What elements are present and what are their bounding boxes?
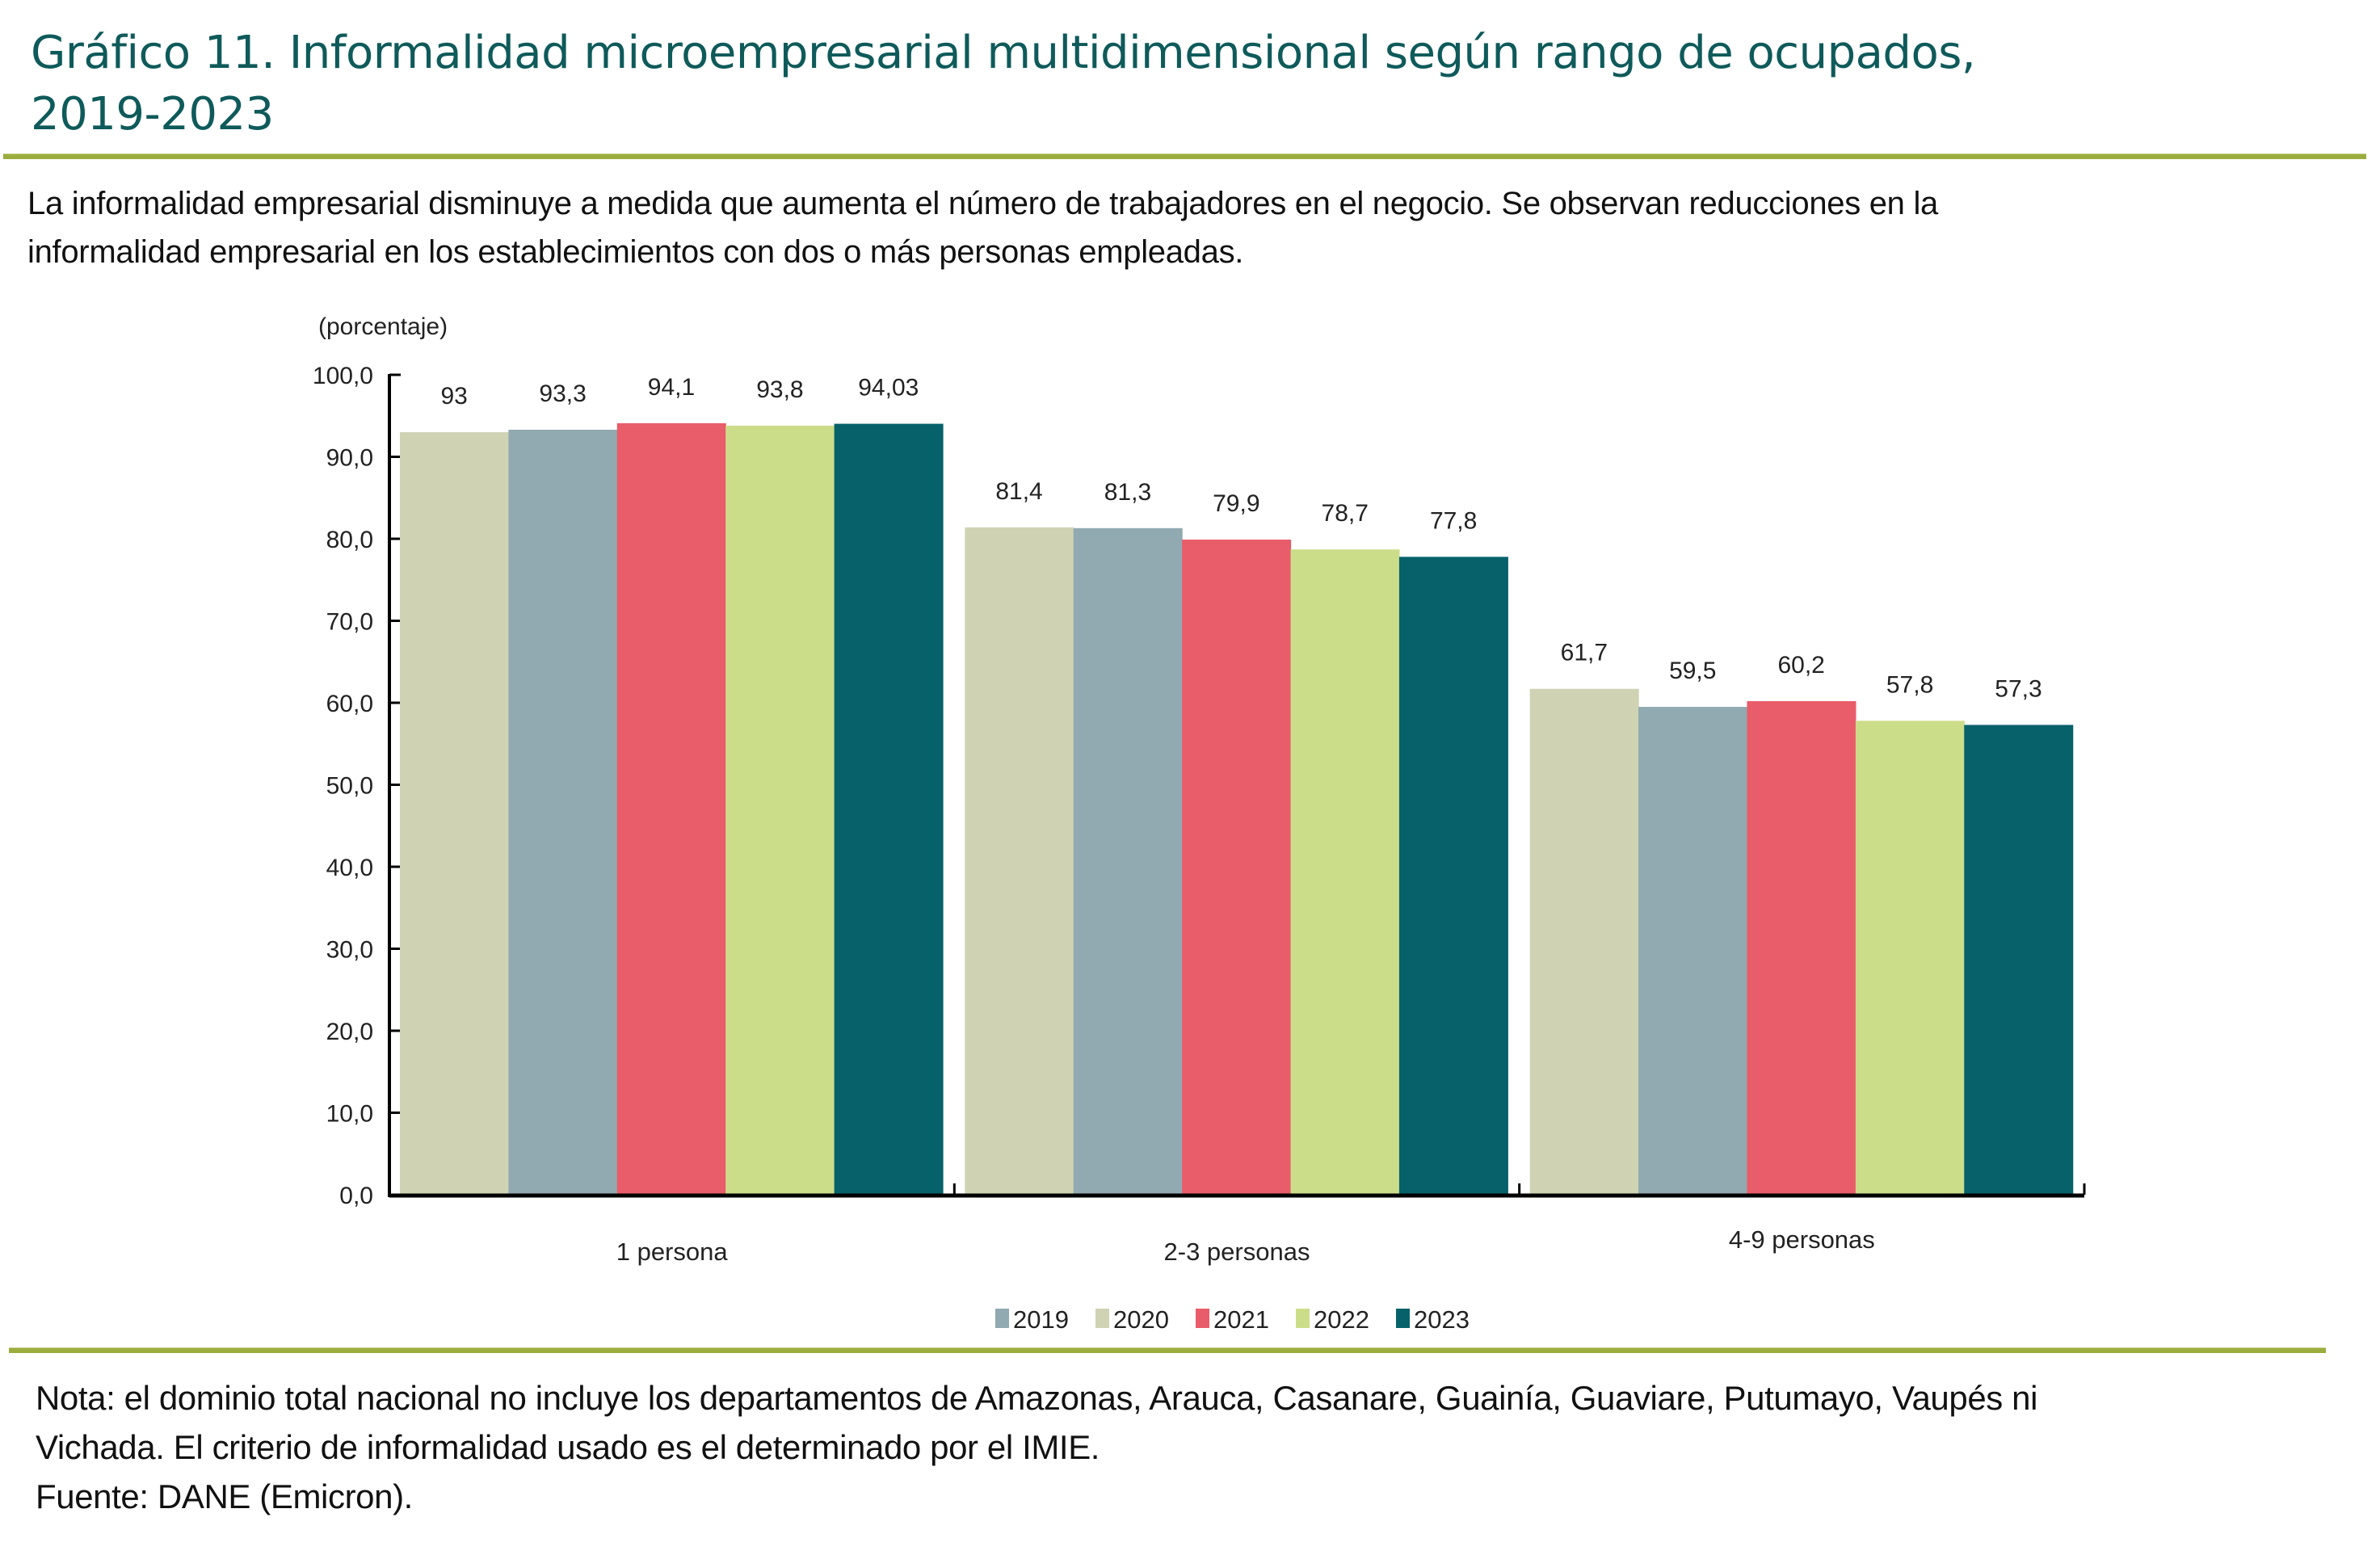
data-label-2020-2: 59,5 — [1669, 658, 1716, 684]
y-tick-label: 70,0 — [326, 609, 373, 636]
data-label-2022-2: 57,8 — [1886, 671, 1933, 698]
chart-title: Gráfico 11. Informalidad microempresaria… — [31, 23, 2357, 145]
footnote: Nota: el dominio total nacional no inclu… — [36, 1373, 2362, 1521]
x-axis-categories: 1 persona 2-3 personas 4-9 personas — [616, 1225, 1875, 1266]
data-label-2023-2: 57,3 — [1995, 675, 2042, 702]
bar-2020-2 — [1638, 707, 1748, 1195]
legend-swatch-2021 — [1196, 1309, 1209, 1328]
bar-2023-0 — [834, 423, 944, 1195]
y-tick-label: 100,0 — [313, 363, 373, 389]
data-label-2023-1: 77,8 — [1430, 507, 1477, 534]
y-tick-label: 40,0 — [326, 855, 373, 881]
y-tick-label: 20,0 — [326, 1019, 373, 1045]
note-line-2: Vichada. El criterio de informalidad usa… — [36, 1428, 1100, 1466]
y-tick-label: 80,0 — [326, 527, 373, 553]
legend-label-2020: 2020 — [1113, 1305, 1169, 1334]
data-label-2023-0: 94,03 — [858, 375, 919, 401]
bar-2022-1 — [1290, 549, 1400, 1195]
bar-2020-0 — [508, 430, 618, 1195]
data-label-2019-2: 61,7 — [1561, 640, 1608, 666]
data-label-2021-1: 79,9 — [1213, 490, 1259, 517]
axes-lines — [388, 373, 2086, 1198]
legend-swatch-2023 — [1396, 1309, 1410, 1328]
bar-2021-2 — [1747, 700, 1856, 1195]
category-label: 4-9 personas — [1729, 1225, 1875, 1254]
legend-label-2023: 2023 — [1414, 1305, 1470, 1334]
source-line: Fuente: DANE (Emicron). — [36, 1477, 413, 1515]
legend-label-2022: 2022 — [1314, 1305, 1369, 1334]
data-labels-group: 93 93,3 94,1 93,8 94,03 81,4 81,3 79,9 78,7 77,8 6… — [441, 374, 2042, 703]
y-tick-label: 60,0 — [326, 691, 373, 717]
bar-2021-0 — [616, 422, 726, 1195]
bar-2021-1 — [1182, 540, 1292, 1195]
data-label-2019-0: 93 — [441, 383, 468, 410]
title-line-1: Gráfico 11. Informalidad microempresaria… — [31, 27, 1976, 79]
y-tick-label: 30,0 — [326, 937, 373, 964]
legend-label-2019: 2019 — [1013, 1305, 1069, 1334]
data-label-2021-0: 94,1 — [648, 374, 695, 401]
bottom-divider — [9, 1347, 2326, 1353]
y-tick-label: 90,0 — [326, 445, 373, 472]
bar-2019-1 — [965, 527, 1074, 1195]
bars-group — [400, 422, 2074, 1195]
y-tick-label: 50,0 — [326, 773, 373, 800]
legend-swatch-2019 — [995, 1309, 1009, 1328]
bar-2019-0 — [400, 432, 509, 1195]
data-label-2020-1: 81,3 — [1104, 479, 1151, 506]
bar-2020-1 — [1073, 527, 1183, 1195]
data-label-2020-0: 93,3 — [539, 380, 586, 407]
note-line-1: Nota: el dominio total nacional no inclu… — [36, 1379, 2038, 1417]
data-label-2021-2: 60,2 — [1777, 652, 1824, 679]
subtitle-line-2: informalidad empresarial en los establec… — [27, 234, 1244, 270]
legend-swatch-2020 — [1095, 1309, 1109, 1328]
y-tick-label: 0,0 — [339, 1183, 373, 1209]
bar-2022-2 — [1855, 721, 1965, 1195]
bar-2019-2 — [1529, 688, 1639, 1195]
legend: 2019 2020 2021 2022 2023 — [995, 1305, 1470, 1334]
bar-2022-0 — [725, 425, 835, 1195]
category-label: 2-3 personas — [1164, 1238, 1310, 1266]
y-axis-unit-label: (porcentaje) — [318, 313, 448, 340]
y-axis: 0,0 10,0 20,0 30,0 40,0 50,0 60,0 70,0 80,0 90,0 1… — [313, 363, 401, 1209]
top-divider — [3, 153, 2366, 159]
data-label-2022-0: 93,8 — [756, 376, 803, 403]
chart-subtitle: La informalidad empresarial disminuye a … — [27, 179, 2354, 276]
y-tick-label: 10,0 — [326, 1101, 373, 1128]
title-line-2: 2019-2023 — [31, 88, 274, 141]
bar-2023-1 — [1398, 557, 1508, 1195]
legend-label-2021: 2021 — [1213, 1305, 1269, 1334]
bar-2023-2 — [1964, 725, 2074, 1195]
subtitle-line-1: La informalidad empresarial disminuye a … — [27, 186, 1938, 221]
legend-swatch-2022 — [1296, 1309, 1310, 1328]
data-label-2022-1: 78,7 — [1322, 500, 1369, 527]
category-label: 1 persona — [616, 1238, 729, 1266]
data-label-2019-1: 81,4 — [995, 478, 1042, 505]
